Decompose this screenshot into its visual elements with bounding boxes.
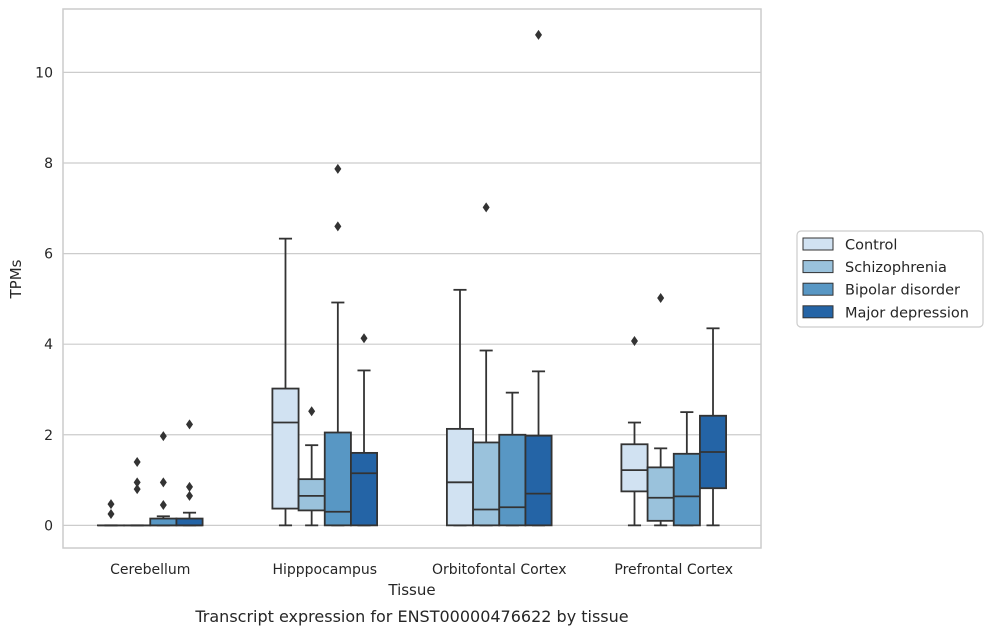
legend-swatch: [802, 260, 834, 274]
outlier-point: [133, 456, 141, 467]
box-major-depression: [524, 29, 553, 527]
legend-label: Control: [845, 238, 897, 254]
outlier-point: [159, 431, 167, 442]
outlier-point: [107, 509, 115, 520]
box-iqr: [472, 441, 501, 527]
outlier-point: [133, 484, 141, 495]
box-iqr: [498, 433, 527, 527]
outlier-point: [159, 477, 167, 488]
outlier-point: [535, 29, 543, 40]
box-iqr: [297, 478, 326, 512]
y-tick-label: 6: [44, 247, 53, 263]
box-control: [620, 336, 649, 527]
outlier-point: [308, 406, 316, 417]
legend: Control Schizophrenia Bipolar disorder Majo…: [796, 230, 984, 328]
box-major-depression: [175, 419, 204, 527]
box-iqr: [175, 517, 204, 527]
outlier-point: [482, 202, 490, 213]
box-bipolar-disorder: [323, 163, 352, 527]
x-tick-label: Cerebellum: [110, 562, 190, 578]
box-major-depression: [699, 327, 727, 527]
y-tick-label: 4: [44, 337, 53, 353]
box-bipolar-disorder: [498, 391, 527, 527]
legend-swatch: [802, 282, 834, 296]
box-bipolar-disorder: [149, 431, 178, 527]
box-schizophrenia: [297, 406, 326, 527]
x-axis-label: Tissue: [387, 581, 435, 599]
box-plot-area: [97, 29, 727, 527]
box-iqr: [149, 517, 178, 527]
box-iqr: [646, 466, 675, 522]
y-axis-label: TPMs: [7, 259, 25, 299]
outlier-point: [334, 221, 342, 232]
y-tick-label: 8: [44, 156, 53, 172]
box-iqr: [672, 452, 701, 527]
box-schizophrenia: [472, 202, 501, 527]
legend-frame: [796, 230, 984, 328]
outlier-point: [186, 490, 194, 501]
legend-label: Bipolar disorder: [845, 283, 960, 299]
box-iqr: [271, 387, 300, 510]
box-iqr: [350, 451, 378, 527]
box-control: [445, 288, 474, 527]
legend-swatch: [802, 237, 834, 251]
y-tick-label: 2: [44, 428, 53, 444]
x-tick-label: Prefrontal Cortex: [614, 562, 733, 578]
outlier-point: [186, 481, 194, 492]
outlier-point: [360, 333, 368, 344]
y-gridlines: [63, 71, 761, 526]
legend-label: Schizophrenia: [845, 260, 947, 276]
outlier-point: [657, 292, 665, 303]
plot-frame: [62, 8, 762, 549]
x-tick-label: Hipppocampus: [272, 562, 377, 578]
figure-caption: Transcript expression for ENST0000047662…: [194, 607, 628, 626]
outlier-point: [133, 477, 141, 488]
x-tick-label: Orbitofontal Cortex: [432, 562, 567, 578]
box-iqr: [323, 431, 352, 527]
box-control: [271, 237, 300, 527]
x-axis-ticks: Cerebellum Hipppocampus Orbitofontal Corte…: [110, 562, 733, 578]
box-bipolar-disorder: [672, 411, 701, 527]
box-iqr: [445, 427, 474, 527]
box-major-depression: [350, 333, 378, 527]
y-axis-ticks: 0 2 4 6 8 10: [35, 65, 53, 534]
y-tick-label: 10: [35, 65, 53, 81]
y-tick-label: 0: [44, 518, 53, 534]
outlier-point: [630, 336, 638, 347]
outlier-point: [334, 163, 342, 174]
outlier-point: [159, 499, 167, 510]
box-schizophrenia: [123, 456, 152, 527]
outlier-point: [186, 419, 194, 430]
box-schizophrenia: [646, 292, 675, 527]
outlier-point: [107, 499, 115, 510]
legend-swatch: [802, 305, 834, 319]
box-iqr: [524, 434, 553, 527]
box-control: [97, 499, 125, 527]
legend-label: Major depression: [845, 305, 969, 321]
box-iqr: [620, 443, 649, 493]
